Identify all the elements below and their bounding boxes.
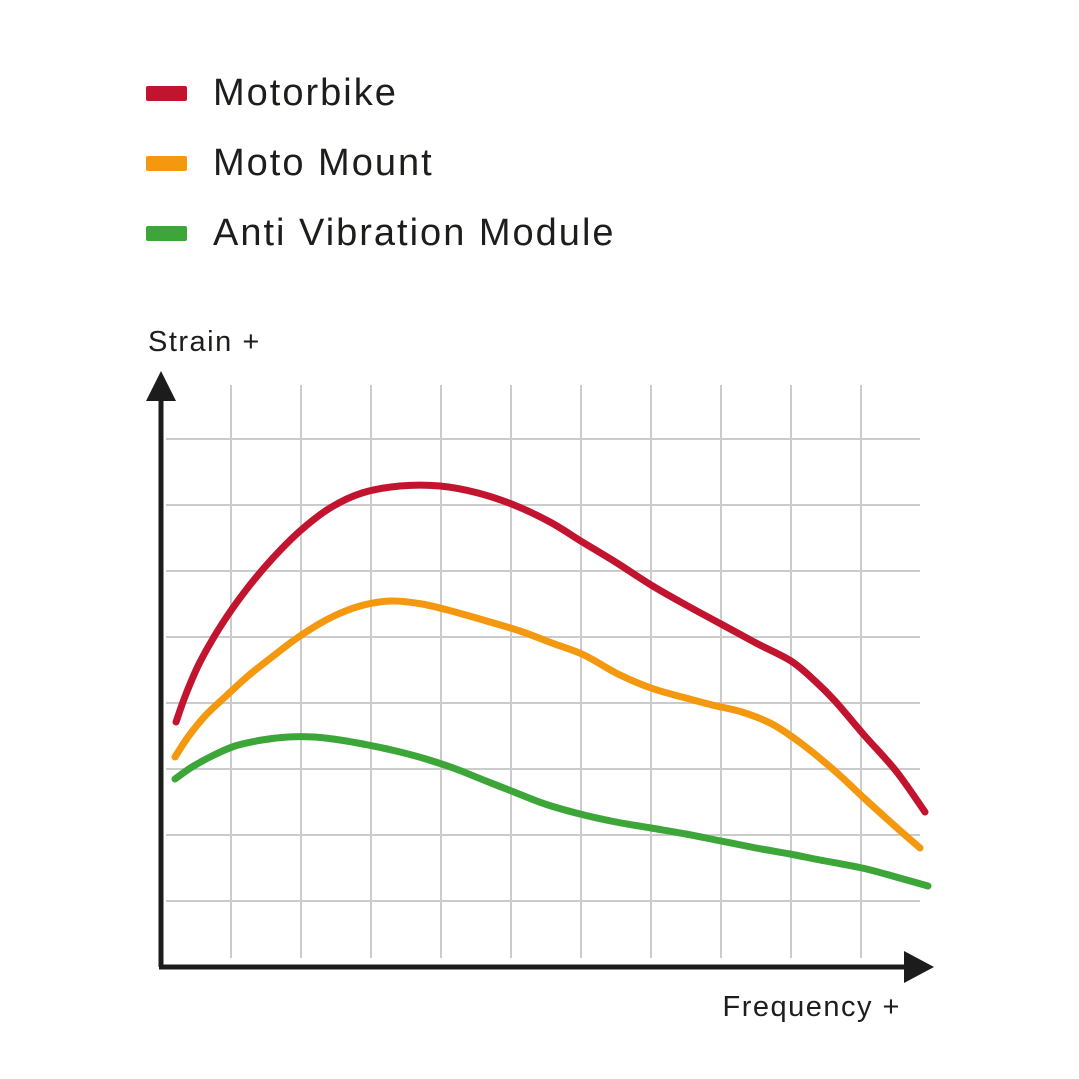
anti-vibration-module-curve [171,733,932,890]
legend-item-moto-mount: Moto Mount [146,140,616,187]
legend: Motorbike Moto Mount Anti Vibration Modu… [146,70,616,280]
legend-label-anti-vibration-module: Anti Vibration Module [213,212,616,254]
moto-mount-color-swatch [146,156,187,171]
moto-mount-curve [171,597,924,852]
x-axis-label: Frequency + [722,991,901,1023]
legend-label-motorbike: Motorbike [213,72,398,114]
motorbike-curve [172,481,929,816]
legend-label-moto-mount: Moto Mount [213,142,434,184]
series-layer [171,481,932,890]
x-axis-arrow-icon [904,951,934,983]
anti-vibration-module-color-swatch [146,226,187,241]
y-axis-label: Strain + [148,326,261,358]
y-axis-arrow-icon [146,371,176,401]
motorbike-color-swatch [146,86,187,101]
legend-item-anti-vibration-module: Anti Vibration Module [146,210,616,257]
axes-layer [146,371,934,983]
legend-item-motorbike: Motorbike [146,70,616,117]
